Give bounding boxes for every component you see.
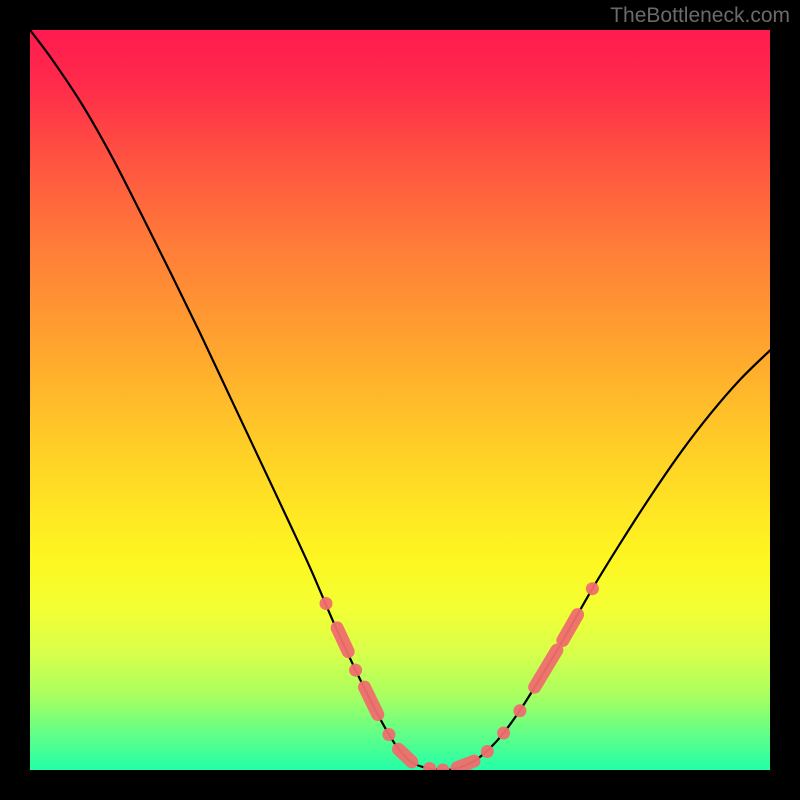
chart-container: TheBottleneck.com [0,0,800,800]
v-curve-chart [30,30,770,770]
gradient-background [30,30,770,770]
watermark-text: TheBottleneck.com [610,4,790,28]
plot-area [30,30,770,770]
